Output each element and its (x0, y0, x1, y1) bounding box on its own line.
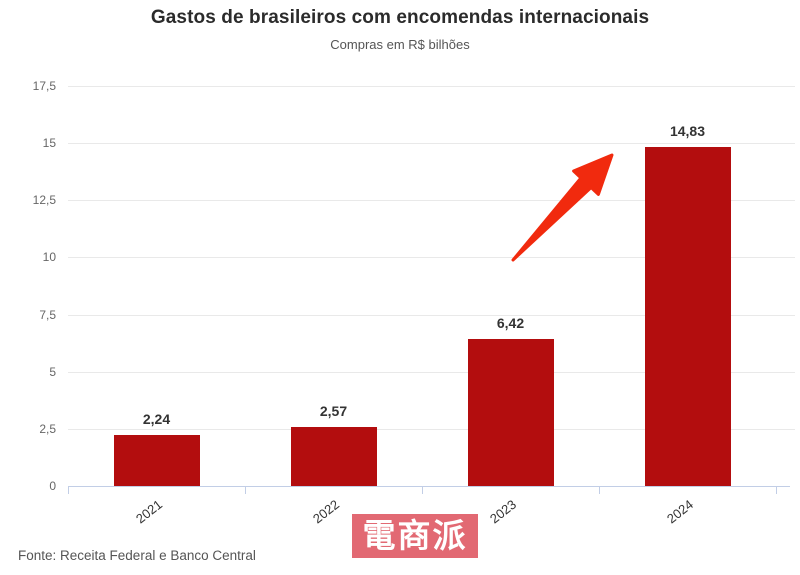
bar-value-label: 14,83 (669, 123, 706, 140)
bar-2021 (113, 434, 200, 486)
x-axis-category-label: 2021 (132, 496, 165, 527)
bar-value-label: 6,42 (496, 315, 525, 332)
x-axis-tick (245, 487, 246, 494)
chart-title: Gastos de brasileiros com encomendas int… (150, 7, 650, 28)
y-axis-tick-label: 5 (49, 364, 56, 379)
y-axis-tick-label: 15 (42, 136, 56, 151)
y-axis-tick-label: 0 (49, 479, 56, 493)
x-axis-category-label: 2024 (663, 496, 696, 527)
bar-2023 (467, 339, 554, 486)
source-note: Fonte: Receita Federal e Banco Central (18, 548, 256, 563)
gridline (68, 143, 795, 145)
gridline (68, 314, 795, 316)
gridline (68, 86, 795, 87)
y-axis-tick-label: 12,5 (32, 193, 56, 208)
bar-value-label: 2,24 (142, 410, 171, 427)
x-axis-tick (776, 487, 777, 494)
y-axis-tick-label: 17,5 (32, 79, 56, 93)
bar-value-label: 2,57 (319, 403, 348, 420)
bar-2024 (644, 147, 731, 486)
x-axis-tick (422, 487, 423, 494)
gridline (68, 200, 795, 202)
y-axis-tick-label: 7,5 (39, 307, 56, 322)
x-axis-category-label: 2022 (309, 496, 342, 527)
gridline (68, 428, 795, 430)
y-axis-tick-label: 2,5 (39, 421, 56, 436)
x-axis-category-label: 2023 (486, 496, 519, 527)
x-axis-tick (68, 487, 69, 494)
bar-2022 (290, 427, 377, 486)
x-axis-tick (599, 487, 600, 494)
gridline (68, 257, 795, 259)
watermark-badge: 電商派 (352, 514, 478, 558)
y-axis-tick-label: 10 (42, 250, 56, 265)
gridline (68, 371, 795, 373)
x-axis-line (68, 486, 790, 487)
chart-subtitle: Compras em R$ bilhões (330, 37, 470, 52)
